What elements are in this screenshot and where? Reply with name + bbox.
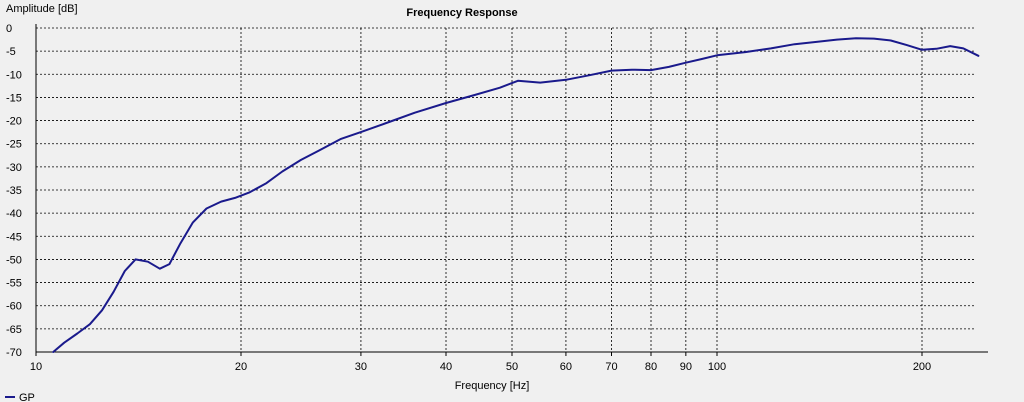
y-tick-label: -65 [6,324,22,336]
y-tick-label: -40 [6,208,22,220]
y-tick-label: 0 [6,23,12,35]
legend: GP [5,392,35,402]
x-tick-label: 60 [560,361,572,373]
tick-labels: 0 -5 -10 -15 -20 -25 -30 -35 -40 -45 -50 -55 -60 -65 -… [6,23,931,373]
axes [35,24,988,356]
legend-label-gp: GP [19,392,35,402]
x-tick-label: 20 [235,361,247,373]
y-tick-label: -50 [6,254,22,266]
x-tick-label: 80 [645,361,657,373]
x-tick-label: 30 [355,361,367,373]
x-axis-title: Frequency [Hz] [455,380,530,392]
y-tick-label: -5 [6,46,16,58]
y-tick-label: -60 [6,301,22,313]
x-tick-label: 200 [913,361,931,373]
chart-title: Frequency Response [406,7,517,19]
y-tick-label: -10 [6,69,22,81]
x-tick-label: 10 [30,361,42,373]
series-line-gp [52,37,980,353]
x-tick-label: 100 [708,361,726,373]
y-axis-title: Amplitude [dB] [6,3,78,15]
y-tick-label: -70 [6,347,22,359]
x-tick-label: 70 [605,361,617,373]
y-tick-label: -45 [6,231,22,243]
grid [35,27,976,353]
y-tick-label: -55 [6,278,22,290]
x-tick-label: 40 [440,361,452,373]
y-tick-label: -30 [6,162,22,174]
x-tick-label: 90 [680,361,692,373]
series-layer [52,37,980,353]
y-tick-label: -20 [6,116,22,128]
y-tick-label: -25 [6,139,22,151]
x-tick-label: 50 [506,361,518,373]
y-tick-label: -35 [6,185,22,197]
y-tick-label: -15 [6,92,22,104]
